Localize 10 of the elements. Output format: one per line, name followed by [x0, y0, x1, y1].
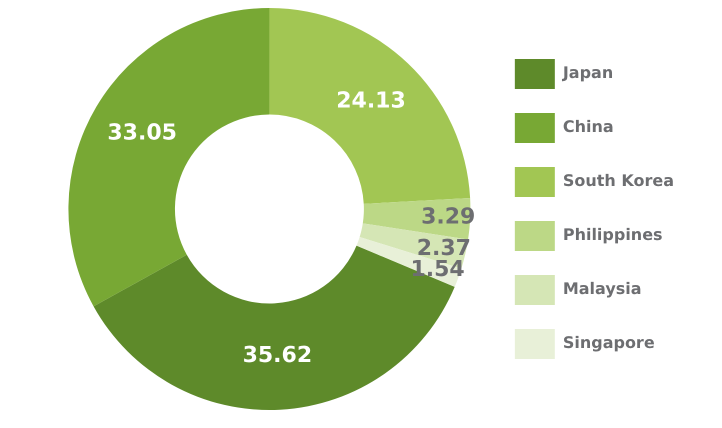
data-label: 1.54 — [410, 257, 465, 282]
legend-label: Malaysia — [562, 279, 642, 298]
data-label: 35.62 — [242, 343, 312, 368]
data-label: 33.05 — [107, 120, 177, 146]
legend-label: Philippines — [562, 225, 663, 244]
legend-label: Singapore — [562, 333, 655, 352]
legend-label: China — [562, 117, 614, 136]
data-label: 24.13 — [336, 88, 406, 114]
legend-label: Japan — [562, 63, 614, 82]
legend-label: South Korea — [562, 171, 674, 190]
